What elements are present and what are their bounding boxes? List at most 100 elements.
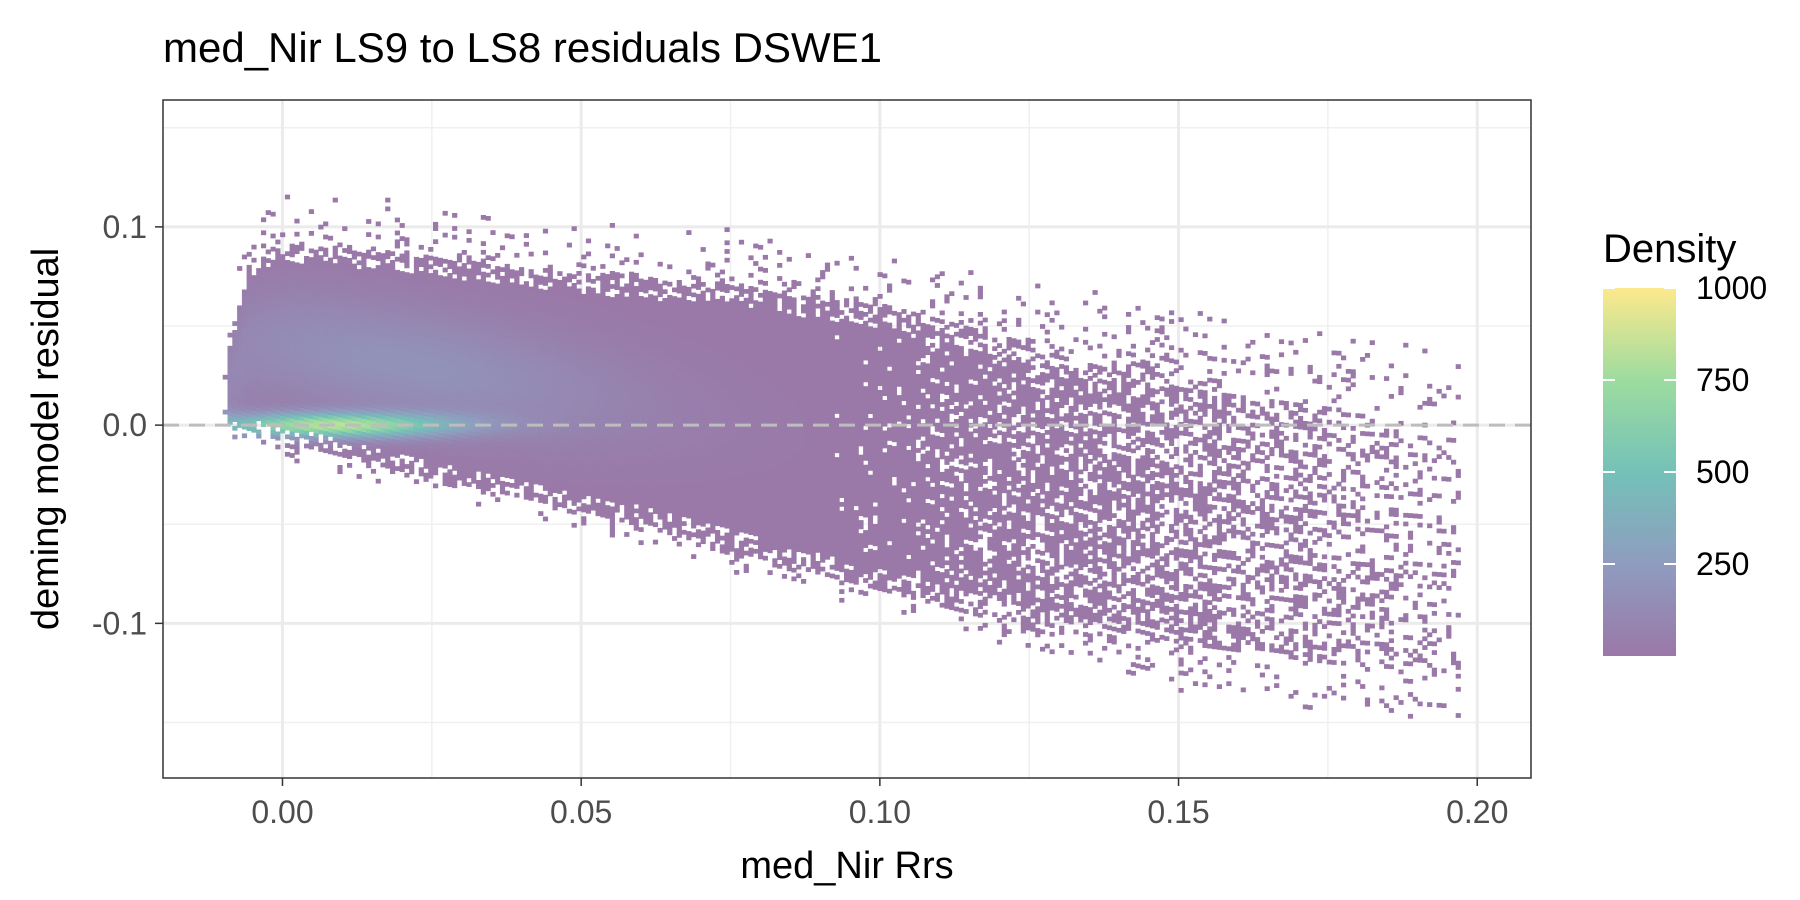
density-cell bbox=[485, 390, 491, 396]
density-cell bbox=[562, 381, 568, 386]
density-cell bbox=[519, 271, 525, 277]
density-cell bbox=[571, 357, 577, 362]
density-cell bbox=[633, 290, 639, 296]
density-cell bbox=[681, 355, 687, 361]
density-cell bbox=[452, 313, 458, 319]
density-cell bbox=[681, 490, 687, 496]
density-cell bbox=[304, 264, 310, 270]
density-cell bbox=[605, 378, 611, 384]
density-cell bbox=[595, 380, 601, 386]
density-cell bbox=[461, 428, 467, 434]
density-cell bbox=[652, 278, 659, 283]
density-cell bbox=[681, 399, 687, 404]
density-cell bbox=[504, 285, 510, 291]
density-cell bbox=[318, 390, 324, 396]
density-cell bbox=[366, 297, 372, 303]
density-cell bbox=[542, 459, 549, 465]
density-cell bbox=[332, 293, 338, 299]
density-cell bbox=[476, 436, 482, 442]
density-cell bbox=[614, 311, 620, 317]
density-cell bbox=[466, 368, 472, 374]
density-cell bbox=[595, 432, 601, 438]
density-cell bbox=[609, 441, 615, 446]
density-cell bbox=[294, 441, 300, 446]
density-cell bbox=[686, 330, 692, 336]
density-cell bbox=[691, 519, 697, 525]
density-cell bbox=[695, 498, 702, 504]
density-cell bbox=[557, 314, 563, 320]
density-cell bbox=[466, 390, 472, 396]
density-cell bbox=[652, 312, 659, 318]
density-cell bbox=[337, 469, 343, 475]
density-cell bbox=[672, 392, 678, 397]
density-cell bbox=[519, 424, 525, 429]
density-cell bbox=[337, 281, 343, 287]
density-cell bbox=[399, 284, 405, 289]
density-cell bbox=[605, 513, 611, 519]
density-cell bbox=[480, 324, 486, 329]
density-cell bbox=[318, 412, 324, 417]
density-cell bbox=[327, 440, 334, 446]
density-cell bbox=[423, 254, 429, 260]
density-cell bbox=[409, 439, 415, 444]
density-cell bbox=[519, 467, 525, 473]
density-cell bbox=[581, 429, 587, 434]
density-cell bbox=[514, 252, 520, 258]
density-cell bbox=[480, 411, 486, 416]
density-cell bbox=[528, 356, 534, 362]
density-cell bbox=[509, 286, 515, 292]
density-cell bbox=[404, 259, 410, 264]
density-cell bbox=[423, 341, 429, 347]
density-cell bbox=[595, 398, 601, 403]
density-cell bbox=[657, 479, 663, 485]
density-cell bbox=[251, 353, 257, 359]
density-cell bbox=[361, 279, 367, 284]
density-cell bbox=[681, 324, 687, 330]
density-cell bbox=[695, 320, 702, 325]
density-cell bbox=[394, 400, 400, 406]
density-cell bbox=[581, 307, 587, 312]
density-cell bbox=[304, 430, 310, 436]
density-cell bbox=[380, 314, 386, 320]
density-cell bbox=[385, 319, 391, 325]
density-cell bbox=[547, 447, 553, 453]
density-cell bbox=[590, 414, 596, 419]
density-cell bbox=[332, 324, 338, 329]
density-cell bbox=[442, 285, 448, 290]
density-cell bbox=[390, 390, 396, 396]
density-cell bbox=[600, 451, 606, 457]
density-cell bbox=[538, 380, 544, 386]
density-cell bbox=[476, 261, 482, 267]
density-cell bbox=[681, 346, 687, 352]
density-cell bbox=[557, 454, 563, 460]
density-cell bbox=[638, 352, 644, 358]
density-cell bbox=[585, 378, 592, 383]
density-cell bbox=[466, 416, 472, 422]
density-cell bbox=[433, 418, 439, 423]
density-cell bbox=[356, 352, 362, 357]
density-cell bbox=[581, 376, 587, 382]
density-cell bbox=[686, 374, 692, 379]
density-cell bbox=[648, 403, 654, 408]
density-cell bbox=[629, 319, 635, 325]
density-cell bbox=[485, 338, 491, 343]
density-cell bbox=[237, 370, 243, 376]
density-cell bbox=[366, 363, 372, 368]
density-cell bbox=[466, 286, 472, 291]
density-cell bbox=[232, 395, 238, 401]
density-cell bbox=[643, 467, 649, 473]
density-cell bbox=[437, 432, 443, 438]
density-cell bbox=[519, 354, 525, 360]
density-cell bbox=[552, 505, 558, 511]
density-cell bbox=[351, 403, 357, 408]
density-cell bbox=[452, 439, 458, 445]
density-cell bbox=[590, 409, 596, 415]
density-cell bbox=[600, 490, 606, 496]
density-cell bbox=[676, 485, 682, 490]
density-cell bbox=[609, 345, 615, 350]
density-cell bbox=[619, 474, 625, 479]
density-cell bbox=[619, 343, 625, 349]
density-cell bbox=[265, 297, 271, 303]
density-cell bbox=[366, 376, 372, 381]
density-cell bbox=[471, 409, 477, 414]
